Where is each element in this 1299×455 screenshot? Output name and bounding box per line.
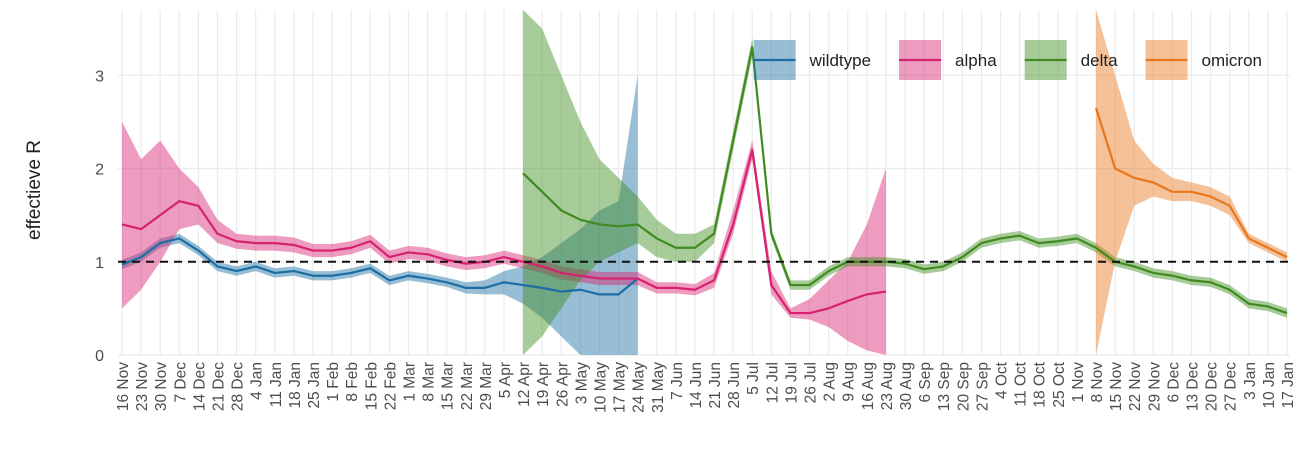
x-tick-label: 4 Oct <box>994 361 1011 399</box>
x-tick-label: 15 Feb <box>363 362 380 410</box>
x-tick-label: 30 Nov <box>153 362 170 411</box>
x-tick-label: 27 Sep <box>974 362 991 411</box>
x-tick-label: 28 Jun <box>726 362 743 409</box>
line <box>1094 107 1288 259</box>
x-tick-label: 25 Oct <box>1051 361 1068 407</box>
x-tick-label: 8 Feb <box>344 362 361 402</box>
x-tick-label: 29 Nov <box>1146 362 1163 411</box>
x-tick-label: 13 Dec <box>1185 362 1202 411</box>
y-axis-label: effectieve R <box>24 140 45 240</box>
x-tick-label: 1 Nov <box>1070 362 1087 403</box>
y-tick-label: 1 <box>95 255 104 272</box>
x-tick-label: 7 Jun <box>669 362 686 400</box>
x-tick-label: 4 Jan <box>249 362 266 400</box>
x-tick-label: 11 Jan <box>268 362 285 407</box>
x-tick-label: 13 Sep <box>936 362 953 411</box>
x-tick-label: 6 Dec <box>1165 362 1182 403</box>
x-tick-label: 1 Feb <box>325 362 342 402</box>
legend-label: omicron <box>1202 51 1262 70</box>
x-tick-label: 26 Apr <box>554 362 571 407</box>
x-tick-label: 14 Jun <box>688 362 705 409</box>
x-tick-label: 3 May <box>573 362 590 404</box>
legend-label: delta <box>1081 51 1118 70</box>
x-tick-label: 7 Dec <box>172 362 189 403</box>
x-tick-label: 14 Dec <box>191 362 208 411</box>
x-tick-label: 30 Aug <box>898 362 915 410</box>
x-tick-label: 22 Feb <box>382 362 399 410</box>
x-tick-label: 20 Dec <box>1204 362 1221 411</box>
x-tick-label: 25 Jan <box>306 362 323 409</box>
x-tick-label: 18 Oct <box>1032 361 1049 407</box>
x-tick-label: 6 Sep <box>917 362 934 403</box>
legend-label: wildtype <box>809 51 871 70</box>
x-tick-label: 17 May <box>612 362 629 413</box>
x-tick-label: 22 Nov <box>1127 362 1144 411</box>
line <box>522 46 1288 315</box>
x-tick-label: 12 Apr <box>516 362 533 407</box>
x-tick-label: 10 May <box>592 362 609 413</box>
x-tick-label: 20 Sep <box>955 362 972 411</box>
x-tick-label: 19 Jul <box>783 362 800 403</box>
x-tick-label: 18 Jan <box>287 362 304 409</box>
y-tick-label: 0 <box>95 348 104 365</box>
y-tick-label: 3 <box>95 68 104 85</box>
x-tick-label: 24 May <box>631 362 648 413</box>
line <box>121 148 887 315</box>
x-tick-label: 1 Mar <box>401 362 418 402</box>
x-tick-label: 17 Jan <box>1280 362 1297 409</box>
confidence-band <box>1096 10 1287 355</box>
x-tick-label: 5 Apr <box>497 362 514 398</box>
x-tick-label: 16 Aug <box>860 362 877 410</box>
legend: wildtype alpha delta omicron <box>753 40 1262 80</box>
x-tick-label: 8 Mar <box>421 362 438 402</box>
x-tick-label: 12 Jul <box>764 362 781 403</box>
y-tick-label: 2 <box>95 162 104 179</box>
x-tick-label: 31 May <box>650 362 667 413</box>
x-tick-label: 15 Nov <box>1108 362 1125 411</box>
x-tick-label: 29 Mar <box>478 362 495 410</box>
line <box>121 237 639 296</box>
x-tick-label: 26 Jul <box>803 362 820 403</box>
x-tick-label: 16 Nov <box>115 362 132 411</box>
x-tick-label: 27 Dec <box>1223 362 1240 411</box>
x-tick-label: 8 Nov <box>1089 362 1106 403</box>
x-tick-label: 2 Aug <box>822 362 839 402</box>
x-tick-label: 5 Jul <box>745 362 762 395</box>
x-tick-label: 10 Jan <box>1261 362 1278 409</box>
x-tick-label: 15 Mar <box>440 362 457 410</box>
x-tick-label: 19 Apr <box>535 362 552 407</box>
confidence-band <box>122 121 886 355</box>
x-tick-label: 21 Dec <box>210 362 227 411</box>
confidence-band <box>122 75 638 356</box>
x-tick-label: 3 Jan <box>1242 362 1259 400</box>
x-tick-label: 23 Aug <box>879 362 896 410</box>
x-tick-label: 11 Oct <box>1013 361 1030 406</box>
x-tick-label: 23 Nov <box>134 362 151 411</box>
x-tick-label: 9 Aug <box>841 362 858 402</box>
x-tick-label: 28 Dec <box>230 362 247 411</box>
x-tick-label: 22 Mar <box>459 362 476 410</box>
x-tick-label: 21 Jun <box>707 362 724 409</box>
legend-label: alpha <box>955 51 997 70</box>
